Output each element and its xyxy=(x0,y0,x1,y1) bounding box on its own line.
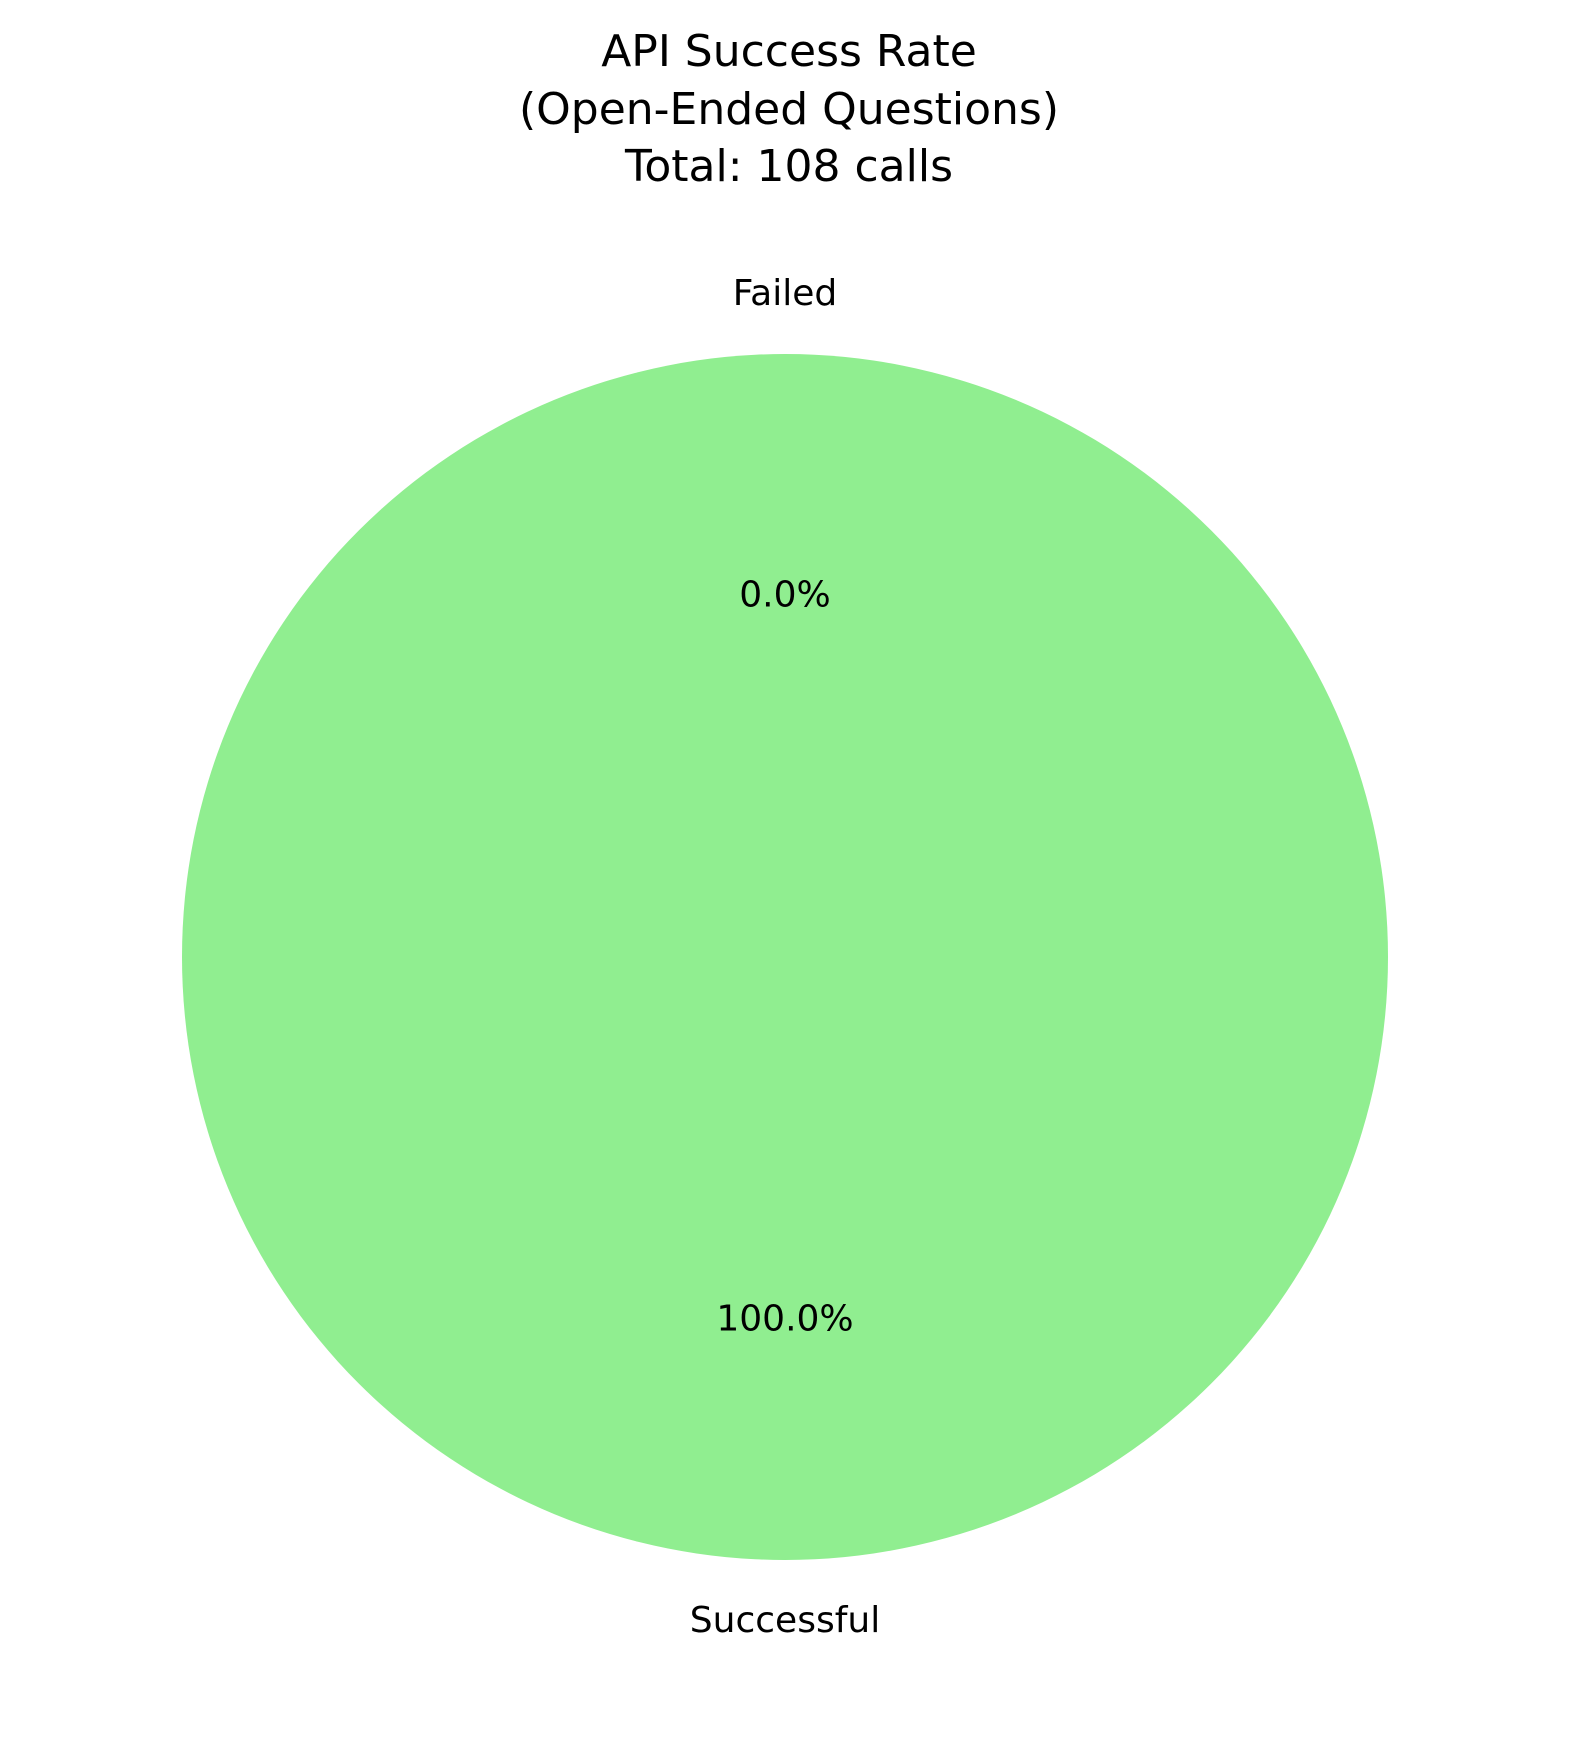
slice-label-successful: Successful xyxy=(690,1600,880,1641)
pie-slice-successful xyxy=(182,354,1388,1560)
chart-title-line-1: API Success Rate xyxy=(601,26,977,77)
slice-label-failed: Failed xyxy=(733,273,837,314)
pie-slices xyxy=(182,354,1388,1560)
chart-title-line-2: (Open-Ended Questions) xyxy=(519,84,1059,135)
chart-title-line-3: Total: 108 calls xyxy=(624,141,953,192)
pct-label-failed: 0.0% xyxy=(739,575,830,616)
pie-labels: Failed 0.0% Successful 100.0% xyxy=(690,273,880,1641)
chart-title: API Success Rate (Open-Ended Questions) … xyxy=(519,26,1059,192)
pct-label-successful: 100.0% xyxy=(716,1298,853,1339)
